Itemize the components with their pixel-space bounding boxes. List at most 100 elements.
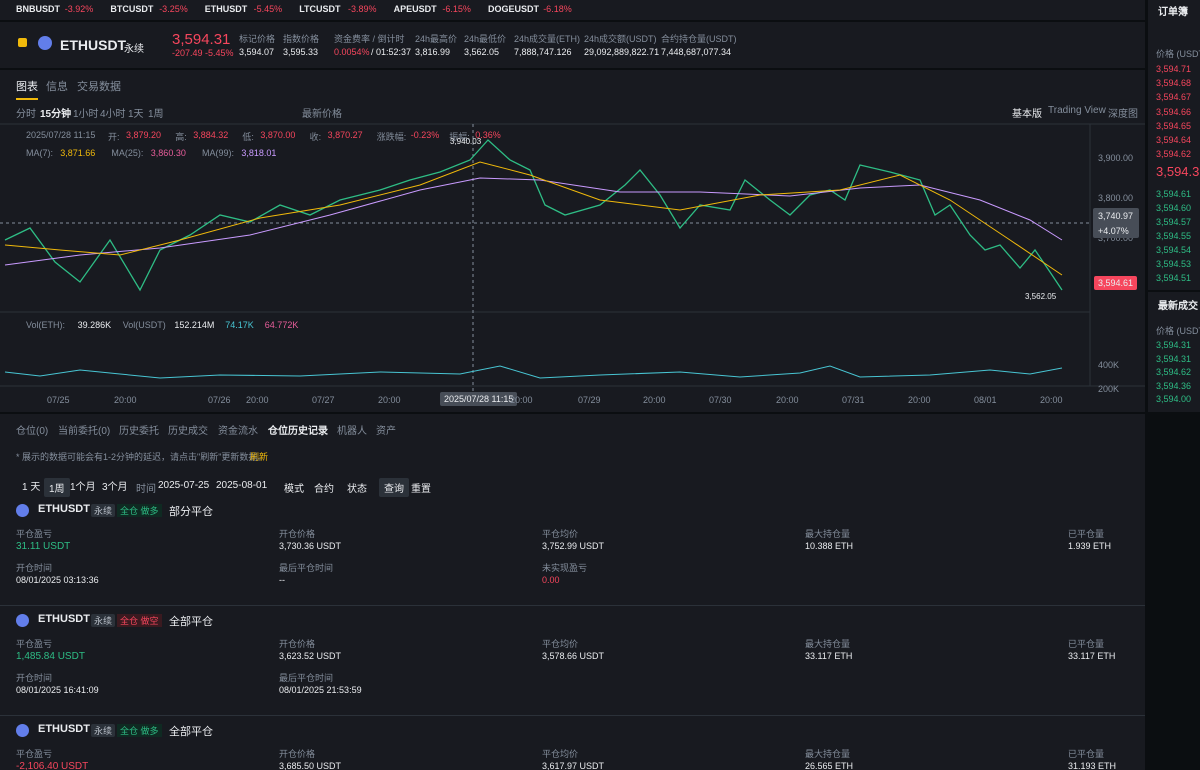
bid-price: 3,594.57	[1156, 217, 1192, 227]
time-axis-label: 07/30	[709, 395, 732, 405]
time-axis-label: 20:00	[246, 395, 269, 405]
vol-axis-label: 200K	[1098, 384, 1120, 394]
field-label: 已平仓量	[1068, 749, 1105, 759]
query-btn[interactable]: 查询	[379, 478, 409, 497]
filter-btn[interactable]: 模式	[284, 484, 304, 495]
separator	[0, 715, 1145, 716]
position-status: 全部平仓	[169, 616, 213, 628]
ticker-change: -6.18%	[543, 4, 572, 14]
chart-panel	[0, 70, 1145, 412]
field-value: 10.388 ETH	[805, 541, 854, 551]
ohlc-label: 涨跌幅:	[376, 132, 407, 142]
stat-label: 24h成交量(ETH)	[514, 34, 581, 44]
bottom-tab[interactable]: 当前委托(0)	[58, 426, 111, 437]
refresh-link[interactable]: 刷新	[250, 452, 269, 462]
stat-label: 24h最低价	[464, 34, 507, 44]
filter-btn[interactable]: 状态	[347, 484, 367, 495]
bottom-tab[interactable]: 资金流水	[218, 426, 258, 437]
field-value: 3,685.50 USDT	[279, 761, 342, 770]
stat-value: / 01:52:37	[371, 47, 412, 57]
range-btn[interactable]: 1周	[44, 478, 70, 497]
separator	[0, 605, 1145, 606]
vol-label: Vol(ETH):	[26, 320, 66, 330]
ohlc-label: 振幅:	[449, 132, 470, 142]
chart-tab[interactable]: 信息	[46, 81, 68, 93]
field-label: 最后平仓时间	[279, 563, 334, 573]
position-symbol: ETHUSDT	[38, 723, 90, 735]
ask-price: 3,594.71	[1156, 64, 1192, 74]
eth-icon	[16, 614, 29, 627]
ma-label: MA(99):	[202, 148, 235, 158]
bid-price: 3,594.55	[1156, 231, 1192, 241]
ticker-bar	[0, 0, 1145, 20]
field-label: 最大持仓量	[805, 529, 851, 539]
range-btn[interactable]: 1 天	[22, 482, 41, 493]
view-tab[interactable]: 深度图	[1108, 109, 1138, 120]
interval-tab[interactable]: 15分钟	[40, 109, 72, 120]
field-label: 最大持仓量	[805, 749, 851, 759]
position-tag: 永续	[91, 724, 116, 737]
chart-tab[interactable]: 交易数据	[77, 81, 121, 93]
field-value: 08/01/2025 03:13:36	[16, 575, 99, 585]
ticker-symbol: LTCUSDT	[299, 4, 341, 14]
price-type-btn[interactable]: 最新价格	[302, 109, 342, 120]
header-change: -207.49 -5.45%	[172, 48, 234, 58]
bottom-tab[interactable]: 机器人	[337, 426, 367, 437]
ohlc-value: 3,879.20	[126, 130, 162, 140]
field-value: 26.565 ETH	[805, 761, 854, 770]
ohlc-label: 低:	[242, 132, 254, 142]
reset-btn[interactable]: 重置	[411, 484, 431, 495]
ohlc-value: 3,870.27	[327, 130, 363, 140]
chart-tab[interactable]: 图表	[16, 78, 38, 100]
interval-tab[interactable]: 分时	[16, 109, 36, 120]
ma-value: 3,860.30	[150, 148, 186, 158]
trade-price: 3,594.31	[1156, 340, 1192, 350]
time-axis-label: 20:00	[378, 395, 401, 405]
bottom-tab[interactable]: 历史成交	[168, 426, 208, 437]
field-label: 开仓时间	[16, 673, 53, 683]
interval-tab[interactable]: 1周	[148, 109, 164, 120]
ohlc-value: 3,870.00	[260, 130, 296, 140]
interval-tab[interactable]: 1天	[128, 109, 144, 120]
ticker-symbol: ETHUSDT	[204, 4, 248, 14]
price-axis-label: 3,900.00	[1098, 153, 1134, 163]
time-axis-label: 2025/07/28 11:15	[440, 392, 518, 406]
trade-price: 3,594.31	[1156, 353, 1192, 364]
ticker-change: -5.45%	[253, 4, 283, 14]
orderbook-mid: 3,594.3	[1156, 164, 1200, 179]
ma-trace	[4, 177, 1063, 266]
interval-tab[interactable]: 1小时	[73, 109, 99, 120]
bottom-tab[interactable]: 资产	[376, 426, 396, 437]
bottom-tab[interactable]: 仓位(0)	[16, 426, 49, 437]
orderbook-title: 订单簿	[1158, 7, 1188, 18]
positions-panel	[0, 414, 1145, 770]
ask-price: 3,594.62	[1156, 149, 1192, 160]
orderbook-header: 价格 (USDT	[1156, 49, 1200, 59]
stat-label: 资金费率 / 倒计时	[334, 34, 405, 44]
time-axis-label: 20:00	[1040, 395, 1063, 405]
field-label: 开仓价格	[279, 639, 316, 649]
bid-price: 3,594.54	[1156, 245, 1192, 255]
ask-price: 3,594.67	[1156, 92, 1192, 103]
range-btn[interactable]: 3个月	[102, 482, 128, 493]
time-axis-label: 20:00	[510, 395, 533, 405]
orderbook-panel	[1148, 0, 1200, 290]
bottom-tab[interactable]: 仓位历史记录	[268, 426, 328, 437]
ma-value: 3,818.01	[241, 148, 277, 158]
filter-btn[interactable]: 合约	[314, 484, 334, 495]
bottom-tab[interactable]: 历史委托	[119, 426, 159, 437]
field-label: 平仓盈亏	[16, 529, 53, 539]
position-side: 全仓 做多	[117, 504, 162, 517]
view-tab[interactable]: Trading View	[1048, 105, 1106, 116]
interval-tab[interactable]: 4小时	[100, 109, 126, 120]
view-tab[interactable]: 基本版	[1012, 109, 1042, 120]
position-tag: 永续	[91, 614, 116, 627]
position-status: 全部平仓	[169, 726, 213, 738]
field-label: 平仓均价	[542, 639, 579, 649]
stat-label: 24h成交额(USDT)	[584, 34, 657, 44]
date-to: 2025-08-01	[216, 480, 268, 491]
eth-icon	[16, 504, 29, 517]
range-btn[interactable]: 1个月	[70, 482, 96, 493]
bid-price: 3,594.60	[1156, 203, 1192, 213]
last-price: 3,594.61	[1094, 276, 1138, 290]
